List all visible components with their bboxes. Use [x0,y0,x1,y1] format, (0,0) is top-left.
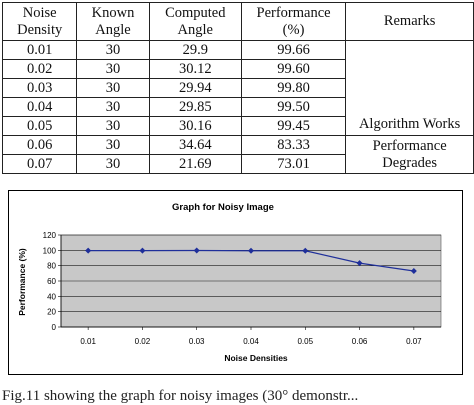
x-tick-label: 0.04 [243,337,259,346]
cell-noise-density: 0.03 [1,78,78,98]
y-tick-label: 80 [47,262,56,271]
table-header-row: Noise Density Known Angle Computed Angle Pe… [1,2,474,41]
y-tick-label: 120 [43,231,57,240]
cell-remarks-degrades: Performance Degrades [345,135,474,174]
data-point [410,268,417,275]
cell-performance: 83.33 [240,135,347,155]
y-tick-label: 40 [47,292,56,301]
table-row: 0.07 30 21.69 73.01 [1,154,474,174]
cell-performance: 99.66 [240,40,347,60]
cell-noise-density: 0.06 [1,135,78,155]
header-computed-angle: Computed Angle [148,2,242,41]
data-point [302,247,309,254]
cell-known-angle: 30 [76,97,150,117]
cell-known-angle: 30 [76,154,150,174]
cell-known-angle: 30 [76,135,150,155]
table-row: 0.04 30 29.85 99.50 [1,97,474,117]
cell-computed-angle: 30.16 [148,116,242,136]
table-row: 0.01 30 29.9 99.66 Algorithm Works [1,40,474,136]
x-tick-label: 0.01 [80,337,96,346]
header-noise-density: Noise Density [1,2,78,41]
figure-caption: Fig.11 showing the graph for noisy image… [2,388,359,404]
data-point [248,247,254,254]
cell-known-angle: 30 [76,59,150,79]
data-point [193,247,200,254]
remarks-works-label: Algorithm Works [358,116,461,132]
results-table: Noise Density Known Angle Computed Angle Pe… [1,2,474,174]
x-tick-label: 0.02 [135,337,151,346]
chart-frame: Graph for Noisy Image Performance (%) No… [8,190,463,375]
cell-noise-density: 0.05 [1,116,78,136]
header-remarks: Remarks [345,2,474,41]
header-performance: Performance (%) [240,2,347,41]
x-axis-label: Noise Densities [224,353,288,363]
cell-known-angle: 30 [76,78,150,98]
chart-title: Graph for Noisy Image [172,202,274,213]
cell-computed-angle: 21.69 [148,154,242,174]
cell-computed-angle: 30.12 [148,59,242,79]
cell-known-angle: 30 [76,40,150,60]
performance-chart: Graph for Noisy Image Performance (%) No… [17,202,442,363]
table-row: 0.05 30 30.16 99.45 [1,116,474,136]
x-tick-label: 0.03 [189,337,205,346]
cell-performance: 99.45 [240,116,347,136]
data-point [356,260,363,267]
header-known-angle: Known Angle [76,2,150,41]
data-point [139,247,146,254]
cell-computed-angle: 29.94 [148,78,242,98]
x-tick-label: 0.05 [297,337,313,346]
plot-area: 0 20 40 60 80 100 120 0.01 0.02 0.03 0.04 0.05 0.06 0… [43,231,442,346]
data-point [85,247,92,254]
cell-noise-density: 0.01 [1,40,78,60]
cell-remarks-works: Algorithm Works [345,40,474,136]
cell-performance: 73.01 [240,154,347,174]
cell-performance: 99.50 [240,97,347,117]
cell-noise-density: 0.02 [1,59,78,79]
y-tick-label: 20 [47,308,56,317]
x-tick-label: 0.06 [352,337,368,346]
y-tick-label: 60 [47,277,56,286]
cell-noise-density: 0.04 [1,97,78,117]
y-tick-label: 0 [52,323,57,332]
y-axis-label: Performance (%) [17,248,27,316]
cell-computed-angle: 34.64 [148,135,242,155]
cell-performance: 99.80 [240,78,347,98]
table-row: 0.06 30 34.64 83.33 Performance Degrades [1,135,474,174]
x-tick-label: 0.07 [406,337,422,346]
cell-computed-angle: 29.9 [148,40,242,60]
cell-performance: 99.60 [240,59,347,79]
cell-noise-density: 0.07 [1,154,78,174]
y-tick-label: 100 [43,246,57,255]
cell-computed-angle: 29.85 [148,97,242,117]
cell-known-angle: 30 [76,116,150,136]
